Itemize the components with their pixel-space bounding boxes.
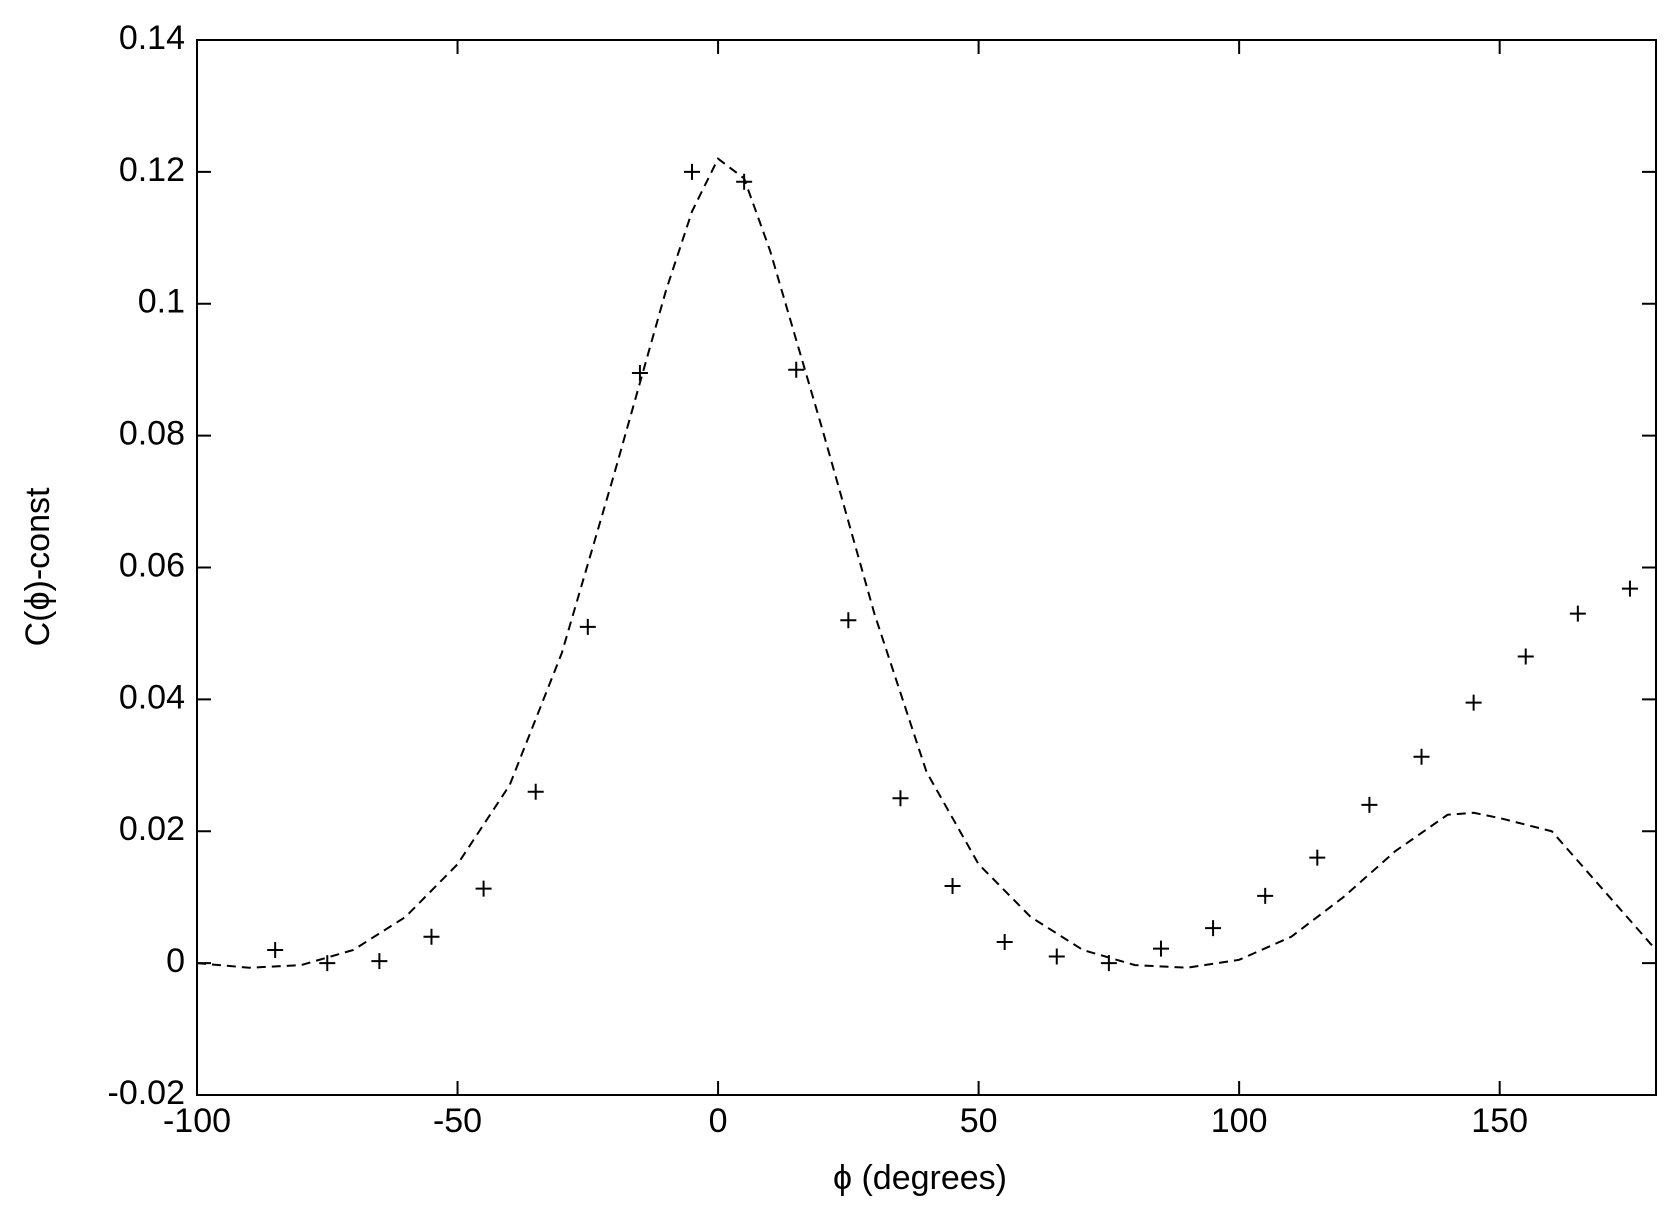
scatter-point [1205,920,1222,937]
scatter-point [1309,849,1326,866]
scatter-point [1413,748,1430,765]
y-tick-label: 0.14 [119,19,185,57]
scatter-point [1152,940,1169,957]
y-tick-label: 0.06 [119,546,185,584]
scatter-point [1621,580,1638,597]
scatter-point [319,955,336,972]
scatter-point [1569,605,1586,622]
scatter-point [1048,948,1065,965]
y-tick-label: -0.02 [108,1074,186,1112]
y-tick-label: 0.04 [119,678,185,716]
scatter-point [892,790,909,807]
scatter-point [1465,694,1482,711]
scatter-point [788,361,805,378]
x-tick-label: 50 [960,1102,998,1140]
scatter-point [475,880,492,897]
scatter-point [631,364,648,381]
y-axis-label: C(ϕ)-const [19,487,57,646]
scatter-point [736,173,753,190]
plot-frame [196,39,1657,1096]
scatter-point [423,928,440,945]
y-tick-label: 0.08 [119,415,185,453]
scatter-point [944,877,961,894]
y-tick-label: 0 [166,942,185,980]
x-tick-label: -50 [433,1102,482,1140]
y-tick-label: 0.02 [119,810,185,848]
scatter-point [1517,648,1534,665]
x-tick-label: 150 [1471,1102,1528,1140]
y-tick-label: 0.1 [138,283,185,321]
x-tick-label: 100 [1211,1102,1268,1140]
scatter-point [579,618,596,635]
x-tick-label: 0 [709,1102,728,1140]
scatter-point [1257,887,1274,904]
scatter-point [527,783,544,800]
scatter-point [1361,796,1378,813]
y-tick-label: 0.12 [119,151,185,189]
scatter-point [996,934,1013,951]
x-tick-label: -100 [163,1102,231,1140]
scatter-point [267,941,284,958]
scatter-point [840,612,857,629]
scatter-point [371,953,388,970]
curve [196,157,1657,969]
scatter-point [684,163,701,180]
x-axis-label: ϕ (degrees) [833,1159,1007,1197]
